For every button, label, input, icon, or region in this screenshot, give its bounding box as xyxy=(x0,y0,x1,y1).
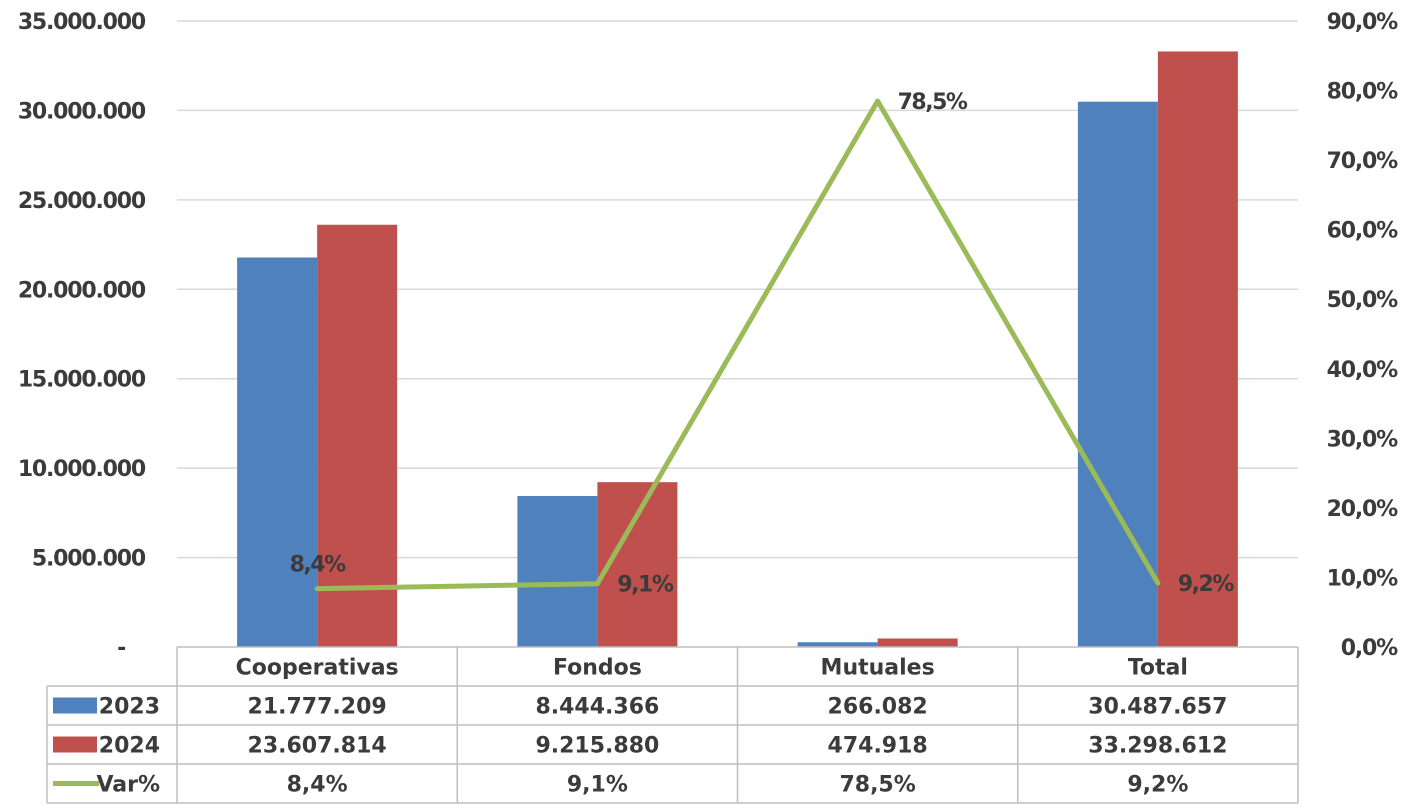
axes: - 5.000.000 10.000.000 15.000.000 20.000.000… xyxy=(18,10,1400,661)
y-left-tick-label: - xyxy=(117,636,125,661)
data-table: Cooperativas Fondos Mutuales Total 2023 21.77… xyxy=(46,646,1299,804)
table-cell: 474.918 xyxy=(828,734,928,759)
table-cell: 266.082 xyxy=(828,695,928,720)
x-category-label: Total xyxy=(1128,656,1188,681)
y-left-tick-label: 25.000.000 xyxy=(18,189,146,214)
bar-2024 xyxy=(317,224,398,647)
y-right-tick-label: 80,0% xyxy=(1327,80,1398,105)
legend-key-2023 xyxy=(53,697,97,714)
bar-2024 xyxy=(877,638,958,647)
y-right-tick-label: 20,0% xyxy=(1327,497,1398,522)
bar-2023 xyxy=(517,495,598,647)
y-left-tick-label: 10.000.000 xyxy=(18,457,146,482)
table-row-label: 2024 xyxy=(99,734,160,759)
var-line: 8,4% 9,1% 78,5% 9,2% xyxy=(290,90,1236,598)
x-category-label: Fondos xyxy=(553,656,642,681)
y-right-tick-label: 90,0% xyxy=(1327,10,1398,35)
line-data-label: 78,5% xyxy=(898,90,968,115)
y-right-tick-label: 10,0% xyxy=(1327,566,1398,591)
table-cell: 78,5% xyxy=(839,773,915,798)
y-left-tick-label: 35.000.000 xyxy=(18,10,146,35)
table-cell: 30.487.657 xyxy=(1088,695,1227,720)
table-cell: 8.444.366 xyxy=(535,695,659,720)
bar-2023 xyxy=(797,642,878,647)
x-category-label: Cooperativas xyxy=(236,656,399,681)
legend-key-2024 xyxy=(53,736,97,753)
y-right-tick-label: 30,0% xyxy=(1327,427,1398,452)
y-left-tick-label: 5.000.000 xyxy=(32,547,146,572)
y-right-tick-label: 0,0% xyxy=(1341,636,1398,661)
y-left-tick-label: 30.000.000 xyxy=(18,99,146,124)
y-left-tick-label: 15.000.000 xyxy=(18,368,146,393)
line-data-label: 9,1% xyxy=(617,573,673,598)
table-row-label: Var% xyxy=(96,773,160,798)
y-left-tick-label: 20.000.000 xyxy=(18,278,146,303)
y-right-tick-label: 70,0% xyxy=(1327,149,1398,174)
table-cell: 9,2% xyxy=(1127,773,1188,798)
table-cell: 9,1% xyxy=(567,773,628,798)
table-cell: 21.777.209 xyxy=(248,695,387,720)
y-right-tick-label: 60,0% xyxy=(1327,219,1398,244)
table-cell: 8,4% xyxy=(287,773,348,798)
bars xyxy=(237,51,1238,647)
table-cell: 23.607.814 xyxy=(248,734,387,759)
table-row-label: 2023 xyxy=(99,695,160,720)
bar-2024 xyxy=(1157,51,1238,647)
line-data-label: 9,2% xyxy=(1178,572,1234,597)
line-data-label: 8,4% xyxy=(290,553,346,578)
table-cell: 9.215.880 xyxy=(535,734,659,759)
y-right-tick-label: 50,0% xyxy=(1327,288,1398,313)
line-Var% xyxy=(314,98,1161,592)
y-right-tick-label: 40,0% xyxy=(1327,358,1398,383)
table-cell: 33.298.612 xyxy=(1088,734,1227,759)
x-category-label: Mutuales xyxy=(821,656,935,681)
bar-2023 xyxy=(237,257,318,647)
